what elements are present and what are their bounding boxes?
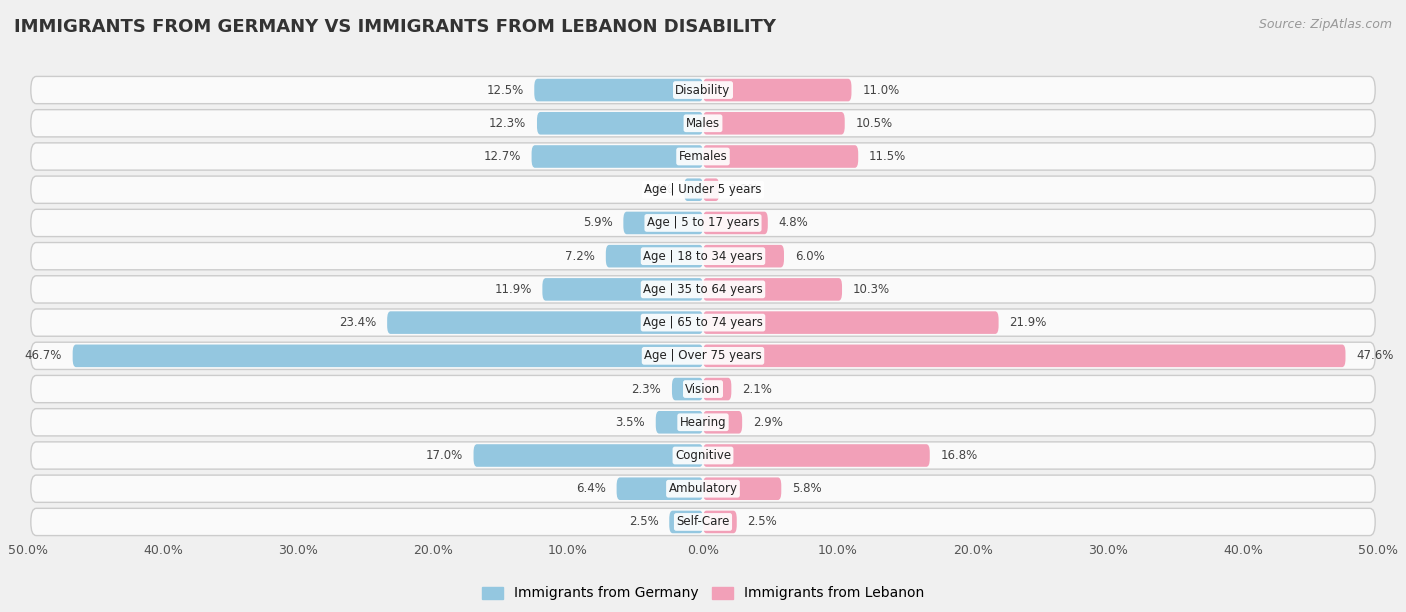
FancyBboxPatch shape (31, 309, 1375, 336)
Text: Hearing: Hearing (679, 416, 727, 429)
FancyBboxPatch shape (534, 79, 703, 102)
FancyBboxPatch shape (703, 212, 768, 234)
FancyBboxPatch shape (703, 245, 785, 267)
FancyBboxPatch shape (703, 345, 1346, 367)
FancyBboxPatch shape (31, 176, 1375, 203)
FancyBboxPatch shape (387, 312, 703, 334)
Legend: Immigrants from Germany, Immigrants from Lebanon: Immigrants from Germany, Immigrants from… (477, 581, 929, 606)
FancyBboxPatch shape (703, 278, 842, 300)
Text: 2.5%: 2.5% (748, 515, 778, 528)
FancyBboxPatch shape (31, 242, 1375, 270)
FancyBboxPatch shape (31, 209, 1375, 237)
FancyBboxPatch shape (672, 378, 703, 400)
Text: Source: ZipAtlas.com: Source: ZipAtlas.com (1258, 18, 1392, 31)
Text: 5.8%: 5.8% (792, 482, 821, 495)
FancyBboxPatch shape (655, 411, 703, 433)
Text: Age | 35 to 64 years: Age | 35 to 64 years (643, 283, 763, 296)
Text: 12.5%: 12.5% (486, 84, 523, 97)
FancyBboxPatch shape (703, 145, 858, 168)
FancyBboxPatch shape (31, 110, 1375, 137)
FancyBboxPatch shape (703, 378, 731, 400)
Text: Age | 65 to 74 years: Age | 65 to 74 years (643, 316, 763, 329)
FancyBboxPatch shape (703, 312, 998, 334)
Text: IMMIGRANTS FROM GERMANY VS IMMIGRANTS FROM LEBANON DISABILITY: IMMIGRANTS FROM GERMANY VS IMMIGRANTS FR… (14, 18, 776, 36)
Text: 6.0%: 6.0% (794, 250, 824, 263)
Text: 1.2%: 1.2% (730, 183, 759, 196)
Text: 3.5%: 3.5% (616, 416, 645, 429)
Text: 17.0%: 17.0% (426, 449, 463, 462)
Text: 16.8%: 16.8% (941, 449, 977, 462)
Text: Self-Care: Self-Care (676, 515, 730, 528)
FancyBboxPatch shape (31, 342, 1375, 370)
FancyBboxPatch shape (617, 477, 703, 500)
FancyBboxPatch shape (703, 79, 852, 102)
Text: 11.5%: 11.5% (869, 150, 907, 163)
FancyBboxPatch shape (703, 411, 742, 433)
Text: 21.9%: 21.9% (1010, 316, 1047, 329)
Text: 7.2%: 7.2% (565, 250, 595, 263)
Text: 5.9%: 5.9% (583, 217, 613, 230)
FancyBboxPatch shape (31, 409, 1375, 436)
FancyBboxPatch shape (531, 145, 703, 168)
Text: 11.9%: 11.9% (494, 283, 531, 296)
Text: 4.8%: 4.8% (779, 217, 808, 230)
FancyBboxPatch shape (31, 76, 1375, 103)
Text: Ambulatory: Ambulatory (668, 482, 738, 495)
Text: Females: Females (679, 150, 727, 163)
FancyBboxPatch shape (31, 442, 1375, 469)
Text: Age | 18 to 34 years: Age | 18 to 34 years (643, 250, 763, 263)
FancyBboxPatch shape (703, 444, 929, 467)
Text: 11.0%: 11.0% (862, 84, 900, 97)
FancyBboxPatch shape (669, 510, 703, 533)
Text: Vision: Vision (685, 382, 721, 395)
Text: Age | Over 75 years: Age | Over 75 years (644, 349, 762, 362)
FancyBboxPatch shape (474, 444, 703, 467)
Text: 12.7%: 12.7% (484, 150, 520, 163)
Text: Age | Under 5 years: Age | Under 5 years (644, 183, 762, 196)
Text: 2.1%: 2.1% (742, 382, 772, 395)
Text: 1.4%: 1.4% (644, 183, 673, 196)
FancyBboxPatch shape (31, 509, 1375, 536)
FancyBboxPatch shape (703, 179, 720, 201)
Text: 47.6%: 47.6% (1357, 349, 1393, 362)
FancyBboxPatch shape (703, 112, 845, 135)
Text: 2.9%: 2.9% (754, 416, 783, 429)
FancyBboxPatch shape (73, 345, 703, 367)
Text: 2.5%: 2.5% (628, 515, 658, 528)
FancyBboxPatch shape (685, 179, 703, 201)
FancyBboxPatch shape (31, 276, 1375, 303)
Text: 10.3%: 10.3% (853, 283, 890, 296)
Text: 46.7%: 46.7% (24, 349, 62, 362)
Text: 10.5%: 10.5% (855, 117, 893, 130)
Text: 12.3%: 12.3% (489, 117, 526, 130)
FancyBboxPatch shape (606, 245, 703, 267)
Text: 23.4%: 23.4% (339, 316, 377, 329)
Text: 6.4%: 6.4% (576, 482, 606, 495)
Text: Males: Males (686, 117, 720, 130)
FancyBboxPatch shape (537, 112, 703, 135)
FancyBboxPatch shape (703, 477, 782, 500)
Text: Age | 5 to 17 years: Age | 5 to 17 years (647, 217, 759, 230)
Text: 2.3%: 2.3% (631, 382, 661, 395)
FancyBboxPatch shape (31, 375, 1375, 403)
FancyBboxPatch shape (31, 143, 1375, 170)
FancyBboxPatch shape (31, 475, 1375, 502)
FancyBboxPatch shape (543, 278, 703, 300)
Text: Disability: Disability (675, 84, 731, 97)
Text: Cognitive: Cognitive (675, 449, 731, 462)
FancyBboxPatch shape (623, 212, 703, 234)
FancyBboxPatch shape (703, 510, 737, 533)
